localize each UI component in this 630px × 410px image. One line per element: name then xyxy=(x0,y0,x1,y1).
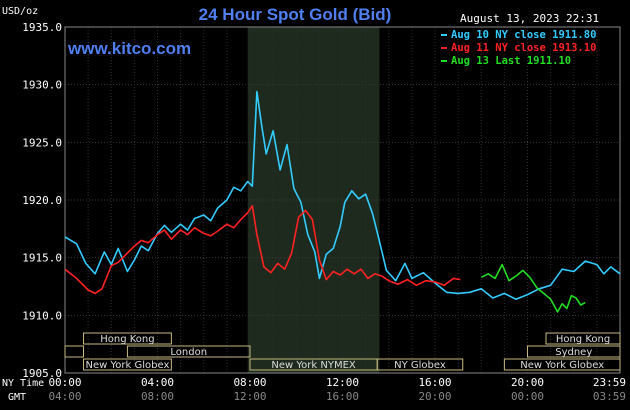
session-bar xyxy=(527,345,621,358)
legend-entry: Aug 13 Last 1911.10 xyxy=(451,55,571,67)
session-bar xyxy=(83,332,172,345)
session-label: NY Globex xyxy=(394,360,446,371)
session-bar xyxy=(64,345,84,358)
chart-title: 24 Hour Spot Gold (Bid) xyxy=(199,5,392,24)
website-label: www.kitco.com xyxy=(67,39,191,58)
x-tick-label-ny: 16:00 xyxy=(418,376,451,389)
legend-swatch xyxy=(441,60,447,62)
session-bar xyxy=(83,358,172,371)
timestamp: August 13, 2023 22:31 xyxy=(460,12,599,25)
x-tick-label-gmt: 20:00 xyxy=(418,390,451,403)
x-tick-label-gmt: 08:00 xyxy=(141,390,174,403)
series-line xyxy=(480,263,586,313)
x-tick-label-ny: 00:00 xyxy=(48,376,81,389)
x-tick-label-gmt: 12:00 xyxy=(233,390,266,403)
plot-frame xyxy=(64,26,621,374)
series-line xyxy=(64,90,621,301)
y-tick-label: 1920.0 xyxy=(22,194,62,207)
session-label: Sydney xyxy=(555,347,592,358)
legend-swatch xyxy=(441,34,447,36)
series-line xyxy=(64,205,461,295)
y-tick-label: 1905.0 xyxy=(22,367,62,380)
legend-swatch xyxy=(441,47,447,49)
y-axis-label: USD/oz xyxy=(2,6,38,17)
session-bar xyxy=(545,332,621,345)
session-label: New York Globex xyxy=(520,360,604,371)
y-tick-label: 1925.0 xyxy=(22,136,62,149)
y-tick-label: 1910.0 xyxy=(22,309,62,322)
x-tick-label-ny: 20:00 xyxy=(511,376,544,389)
legend-entry: Aug 11 NY close 1913.10 xyxy=(451,42,596,54)
y-tick-labels: 1935.0 1930.0 1925.0 1920.0 1915.0 1910.0 1905… xyxy=(22,21,62,380)
x-tick-label-gmt: 00:00 xyxy=(511,390,544,403)
gmt-row-label: GMT xyxy=(8,392,26,403)
x-tick-label-ny: 12:00 xyxy=(326,376,359,389)
ny-time-row-label: NY Time xyxy=(2,378,44,389)
series-lines xyxy=(64,90,621,313)
session-label: New York NYMEX xyxy=(271,360,356,371)
y-tick-label: 1935.0 xyxy=(22,21,62,34)
x-tick-label-ny: 08:00 xyxy=(233,376,266,389)
session-bar xyxy=(503,358,621,371)
legend-entry: Aug 10 NY close 1911.80 xyxy=(451,29,596,41)
session-bar xyxy=(126,345,251,358)
y-tick-label: 1915.0 xyxy=(22,252,62,265)
x-tick-label-gmt: 03:59 xyxy=(593,390,626,403)
session-label: Hong Kong xyxy=(100,334,154,345)
x-tick-label-gmt: 04:00 xyxy=(48,390,81,403)
x-tick-label-ny: 23:59 xyxy=(593,376,626,389)
session-label: London xyxy=(170,347,207,358)
x-tick-label-ny: 04:00 xyxy=(141,376,174,389)
x-tick-label-gmt: 16:00 xyxy=(326,390,359,403)
session-bar xyxy=(376,358,464,371)
y-tick-label: 1930.0 xyxy=(22,79,62,92)
session-label: Hong Kong xyxy=(556,334,610,345)
x-tick-labels: 00:0004:0004:0008:0008:0012:0012:0016:00… xyxy=(48,376,626,403)
session-label: New York Globex xyxy=(86,360,170,371)
